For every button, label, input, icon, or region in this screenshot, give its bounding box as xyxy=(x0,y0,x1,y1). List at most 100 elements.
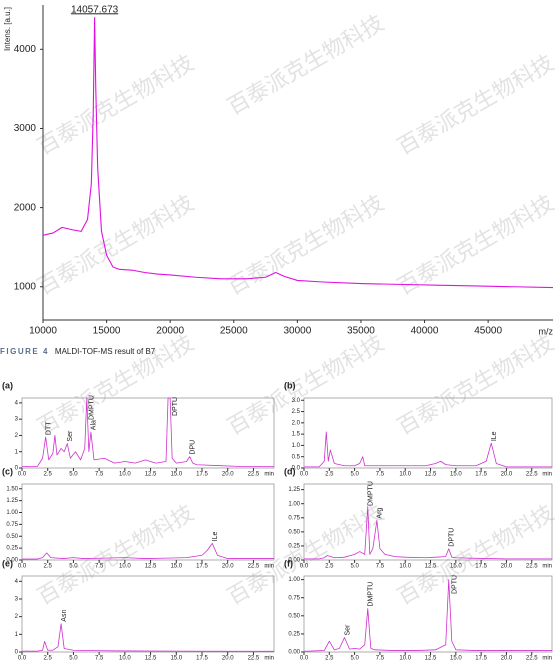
y-tick-label: 0.5 xyxy=(292,454,301,460)
peak-label: ILe xyxy=(212,532,219,542)
panel-label: (f) xyxy=(284,558,293,568)
x-tick-label: 7.5 xyxy=(376,656,385,662)
peak-label: DPU xyxy=(190,440,197,455)
x-tick-label: 40000 xyxy=(411,326,439,337)
peak-label: DMPTU xyxy=(368,582,375,607)
watermark: 百泰派克生物科技 xyxy=(394,331,557,441)
y-tick-label: 0.25 xyxy=(288,631,300,637)
x-tick-label: 17.5 xyxy=(196,564,208,570)
y-tick-label: 1000 xyxy=(14,281,37,292)
x-tick-label: 2.5 xyxy=(325,472,334,478)
y-tick-label: 0.75 xyxy=(6,522,18,528)
peak-label: DMPTU xyxy=(89,395,96,420)
spectrum-line xyxy=(42,17,554,289)
peak-label: DMPTU xyxy=(368,481,375,506)
watermark: 百泰派克生物科技 xyxy=(34,191,199,301)
peak-label: Ser xyxy=(344,624,351,636)
x-tick-label: 30000 xyxy=(283,326,311,337)
x-tick-label: 22.5 xyxy=(248,472,260,478)
x-tick-label: 5.0 xyxy=(350,656,359,662)
x-tick-label: 5.0 xyxy=(69,564,78,570)
x-tick-label: 2.5 xyxy=(44,656,53,662)
peak-label: DTT xyxy=(46,421,53,435)
panel-label: (a) xyxy=(2,380,13,390)
watermark: 百泰派克生物科技 xyxy=(394,51,557,161)
peak-label: DPTU xyxy=(172,397,179,416)
x-tick-label: 12.5 xyxy=(145,472,157,478)
y-tick-label: 1.00 xyxy=(288,501,300,507)
watermark: 百泰派克生物科技 xyxy=(34,501,199,611)
y-tick-label: 2.0 xyxy=(292,420,301,426)
plot-frame xyxy=(303,397,553,469)
x-tick-label: 17.5 xyxy=(475,656,487,662)
y-tick-label: 0.00 xyxy=(6,558,18,564)
x-tick-label: 17.5 xyxy=(475,472,487,478)
plot-frame xyxy=(303,483,553,561)
y-tick-label: 1.0 xyxy=(292,443,301,449)
x-tick-label: 15.0 xyxy=(170,564,182,570)
x-tick-label: 17.5 xyxy=(196,656,208,662)
x-tick-label: 12.5 xyxy=(145,564,157,570)
spectrum-line xyxy=(22,623,274,652)
watermark: 百泰派克生物科技 xyxy=(394,191,557,301)
x-axis-label: min xyxy=(264,564,274,570)
spectrum-line xyxy=(304,506,552,560)
y-tick-label: 0.75 xyxy=(288,515,300,521)
x-tick-label: 0.0 xyxy=(18,656,27,662)
y-tick-label: 0.50 xyxy=(288,529,300,535)
plot-frame xyxy=(21,575,275,653)
spectrum-line xyxy=(22,397,274,467)
x-tick-label: 7.5 xyxy=(95,472,104,478)
y-tick-label: 3 xyxy=(15,417,19,423)
y-tick-label: 2 xyxy=(15,433,19,439)
x-tick-label: 10.0 xyxy=(399,656,411,662)
x-tick-label: 10.0 xyxy=(119,564,131,570)
x-tick-label: 15000 xyxy=(93,326,121,337)
y-tick-label: 0.00 xyxy=(288,558,300,564)
x-tick-label: 0.0 xyxy=(18,564,27,570)
x-tick-label: 10.0 xyxy=(119,656,131,662)
x-tick-label: 20.0 xyxy=(501,472,513,478)
x-axis-label: m/z xyxy=(539,326,554,336)
y-tick-label: 0.00 xyxy=(288,650,300,656)
x-axis-label: min xyxy=(542,472,552,478)
x-tick-label: 7.5 xyxy=(95,564,104,570)
x-tick-label: 20.0 xyxy=(222,564,234,570)
y-tick-label: 0.50 xyxy=(288,613,300,619)
peak-label: Arg xyxy=(377,508,384,519)
x-tick-label: 20000 xyxy=(156,326,184,337)
y-tick-label: 1.25 xyxy=(288,487,300,493)
x-axis-label: min xyxy=(264,472,274,478)
x-tick-label: 2.5 xyxy=(325,656,334,662)
y-tick-label: 1.00 xyxy=(288,577,300,583)
x-axis-label: min xyxy=(542,656,552,662)
x-tick-label: 45000 xyxy=(474,326,502,337)
watermark: 百泰派克生物科技 xyxy=(34,51,199,161)
x-tick-label: 10.0 xyxy=(399,472,411,478)
y-tick-label: 4 xyxy=(15,579,19,585)
peak-label: Ser xyxy=(67,430,74,442)
y-tick-label: 2.5 xyxy=(292,409,301,415)
y-tick-label: 0.75 xyxy=(288,595,300,601)
plot-frame xyxy=(21,483,275,561)
x-tick-label: 15.0 xyxy=(450,472,462,478)
y-tick-label: 0.25 xyxy=(288,544,300,550)
y-tick-label: 0.50 xyxy=(6,534,18,540)
x-tick-label: 2.5 xyxy=(44,564,53,570)
x-tick-label: 7.5 xyxy=(376,564,385,570)
y-tick-label: 1 xyxy=(15,632,19,638)
y-tick-label: 1.25 xyxy=(6,498,18,504)
x-tick-label: 25000 xyxy=(220,326,248,337)
spectrum-line xyxy=(303,579,552,652)
figure-caption: FIGURE 4 MALDI-TOF-MS result of B7 xyxy=(0,347,156,356)
x-tick-label: 10.0 xyxy=(119,472,131,478)
watermark: 百泰派克生物科技 xyxy=(224,11,389,121)
spectrum-line xyxy=(304,431,552,468)
x-tick-label: 20.0 xyxy=(501,564,513,570)
y-tick-label: 3 xyxy=(15,597,19,603)
y-tick-label: 1.00 xyxy=(6,510,18,516)
x-tick-label: 20.0 xyxy=(222,656,234,662)
y-tick-label: 0 xyxy=(15,650,19,656)
plot-frame xyxy=(303,575,553,653)
